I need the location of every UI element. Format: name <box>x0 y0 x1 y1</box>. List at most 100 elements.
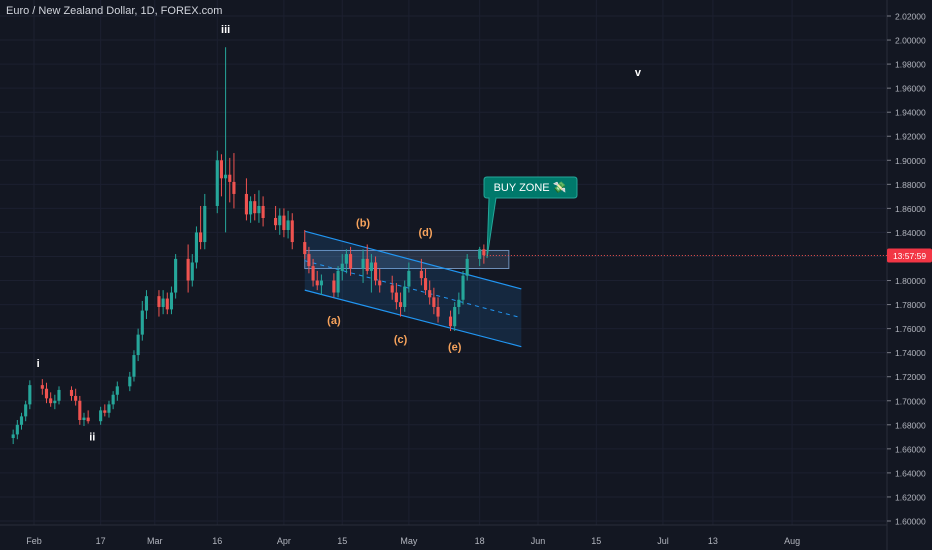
channel-upper-line[interactable] <box>304 230 522 290</box>
price-tick-label: 1.68000 <box>895 420 926 430</box>
candle-body <box>74 395 78 401</box>
candle-body <box>203 205 207 243</box>
time-tick-label: 16 <box>212 536 222 546</box>
candle-body <box>461 275 465 300</box>
candle-body <box>136 334 140 356</box>
time-tick-label: Apr <box>277 536 291 546</box>
time-tick-label: Jul <box>657 536 669 546</box>
candle-body <box>253 201 257 214</box>
buy-zone-callout[interactable]: BUY ZONE 💸 <box>483 176 578 259</box>
price-tick-label: 1.96000 <box>895 84 926 94</box>
candle-body <box>144 296 149 311</box>
channel-lower-line[interactable] <box>304 289 522 348</box>
candle-body <box>340 263 344 271</box>
time-tick-label: Feb <box>26 536 42 546</box>
candle-body <box>165 298 169 310</box>
candle-body <box>373 262 378 281</box>
candle-body <box>257 205 261 214</box>
candle-body <box>24 404 28 417</box>
candle-body <box>28 385 32 405</box>
candle-body <box>40 385 44 389</box>
candle-body <box>365 258 369 271</box>
candle-body <box>11 434 15 439</box>
price-tick-label: 1.72000 <box>895 372 926 382</box>
price-tick-label: 1.76000 <box>895 324 926 334</box>
candle-body <box>190 262 194 281</box>
candle-body <box>249 201 253 215</box>
buy-zone-rectangle[interactable] <box>304 249 510 269</box>
candle-body <box>232 181 236 194</box>
candle-body <box>53 400 57 404</box>
candle-body <box>82 417 86 420</box>
countdown-badge <box>887 248 932 263</box>
buy-zone-label: BUY ZONE 💸 <box>494 181 567 194</box>
candle-body <box>336 270 340 293</box>
price-tick-label: 1.60000 <box>895 517 926 527</box>
candle-body <box>78 400 82 420</box>
candle-body <box>332 280 336 293</box>
wave-label: iii <box>221 24 230 36</box>
time-tick-label: Aug <box>784 536 800 546</box>
candle-body <box>199 232 203 243</box>
candle-body <box>278 215 282 226</box>
candle-body <box>436 306 440 317</box>
candle-body <box>482 249 486 256</box>
wave-label: (d) <box>419 227 433 239</box>
candle-body <box>115 386 119 395</box>
wave-label: (b) <box>356 217 370 229</box>
candle-body <box>194 232 199 263</box>
candle-body <box>403 286 407 307</box>
candle-body <box>44 388 49 399</box>
price-tick-label: 1.90000 <box>895 156 926 166</box>
candle-body <box>453 306 457 327</box>
candle-body <box>224 174 228 179</box>
candle-body <box>132 355 136 377</box>
descending-channel[interactable] <box>304 230 522 348</box>
candle-body <box>103 410 107 413</box>
candle-body <box>361 258 365 269</box>
time-tick-label: Mar <box>147 536 163 546</box>
price-tick-label: 1.62000 <box>895 492 926 502</box>
price-tick-label: 2.00000 <box>895 36 926 46</box>
candle-body <box>369 262 373 271</box>
time-tick-label: Jun <box>531 536 546 546</box>
candle-body <box>161 298 165 307</box>
price-tick-label: 1.98000 <box>895 60 926 70</box>
price-tick-label: 1.64000 <box>895 468 926 478</box>
candle-body <box>15 424 19 435</box>
price-tick-label: 1.78000 <box>895 300 926 310</box>
candle-body <box>282 215 286 231</box>
symbol-title: Euro / New Zealand Dollar, 1D, FOREX.com <box>6 5 223 17</box>
candle-body <box>349 254 353 269</box>
candle-body <box>219 160 223 179</box>
price-tick-label: 1.84000 <box>895 228 926 238</box>
candle-body <box>307 254 311 267</box>
price-tick-label: 1.94000 <box>895 108 926 118</box>
candle-body <box>344 254 348 264</box>
time-tick-label: 15 <box>591 536 601 546</box>
candle-body <box>128 376 132 387</box>
candle-body <box>398 302 403 307</box>
wave-label: (a) <box>327 315 341 327</box>
candle-body <box>261 205 265 218</box>
candle-body <box>303 242 307 255</box>
candle-body <box>432 297 436 307</box>
time-tick-label: 15 <box>337 536 347 546</box>
candle-body <box>274 218 278 226</box>
callout-bubble[interactable] <box>483 176 578 259</box>
candle-body <box>186 258 190 281</box>
price-tick-label: 1.80000 <box>895 276 926 286</box>
candle-body <box>311 266 315 281</box>
candle-body <box>49 398 53 404</box>
grid <box>0 0 887 525</box>
time-tick-label: May <box>400 536 418 546</box>
candles <box>11 47 486 445</box>
candle-body <box>57 389 61 401</box>
candle-body <box>244 193 248 215</box>
candle-body <box>394 292 398 303</box>
candle-body <box>140 310 144 335</box>
candle-body <box>69 389 74 396</box>
time-axis[interactable]: Feb 17 Mar 16 Apr 15 May 18 Jun 15 Jul 13 Aug <box>26 536 800 546</box>
